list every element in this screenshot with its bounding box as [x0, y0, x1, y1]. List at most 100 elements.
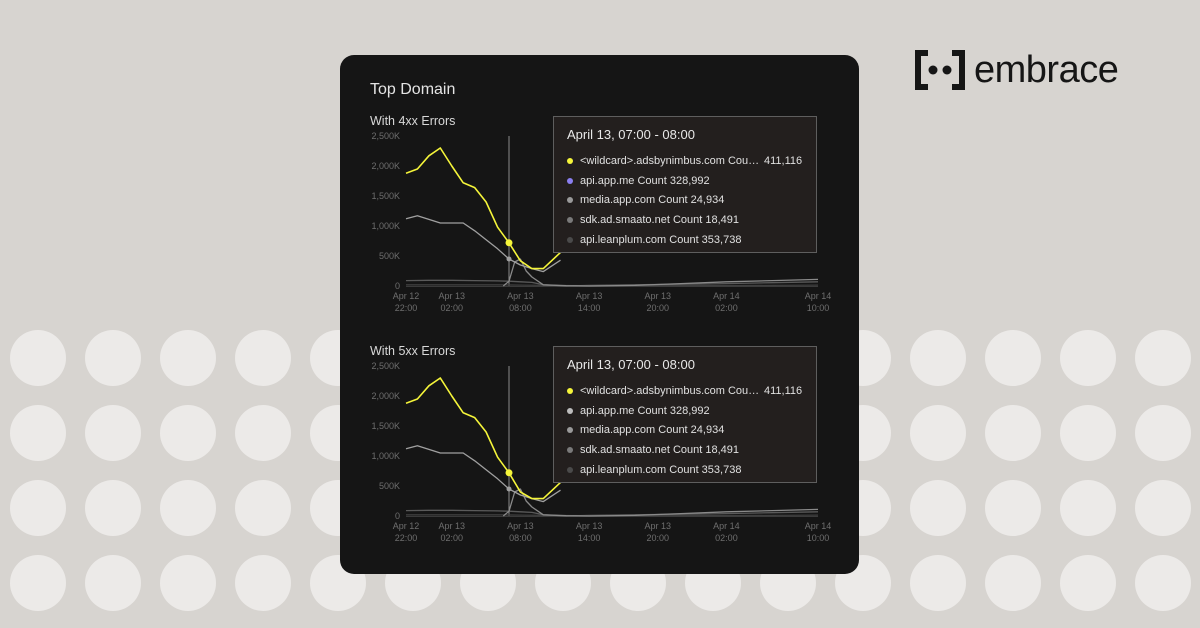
tooltip-title: April 13, 07:00 - 08:00	[567, 127, 695, 142]
background-dot	[1135, 405, 1191, 461]
y-tick-label: 0	[395, 511, 400, 521]
x-tick-label: 14:00	[578, 533, 601, 543]
series-color-dot	[567, 177, 573, 184]
panel-5xx-errors: 0 500K 1,000K 1,500K 2,000K 2,500K Apr 12 22:00…	[340, 343, 859, 553]
series-line	[502, 488, 819, 517]
chart-4xx-errors[interactable]: 0 500K 1,000K 1,500K 2,000K 2,500K Apr 12 22:00…	[340, 113, 859, 323]
x-tick-label: Apr 13	[576, 521, 603, 531]
y-tick-label: 0	[395, 281, 400, 291]
card-title: Top Domain	[370, 81, 456, 98]
tooltip-row-text: sdk.ad.smaato.net Count 18,491	[580, 214, 739, 227]
background-dot	[160, 330, 216, 386]
tooltip-row: media.app.com Count 24,934	[567, 191, 803, 211]
x-tick-label: Apr 14	[713, 291, 740, 301]
background-dot	[10, 480, 66, 536]
hover-point-marker	[506, 486, 512, 492]
x-tick-label: 02:00	[715, 533, 738, 543]
background-dot	[1060, 480, 1116, 536]
y-tick-label: 500K	[379, 251, 400, 261]
hover-point-marker	[505, 239, 513, 247]
chart-tooltip: April 13, 07:00 - 08:00 <wildcard>.adsby…	[553, 116, 817, 253]
x-tick-label: Apr 13	[507, 521, 534, 531]
x-tick-label: Apr 14	[805, 521, 832, 531]
tooltip-row-text: api.app.me Count 328,992	[580, 174, 710, 187]
background-dot	[1135, 330, 1191, 386]
tooltip-row-text: api.leanplum.com Count 353,738	[580, 464, 742, 477]
tooltip-row: sdk.ad.smaato.net Count 18,491	[567, 440, 803, 460]
series-color-dot	[567, 407, 573, 414]
top-domain-card: Top Domain 0 500K 1,000K 1,500K 2,000K 2,500K…	[340, 55, 859, 574]
y-tick-label: 500K	[379, 481, 400, 491]
x-tick-label: Apr 13	[645, 291, 672, 301]
y-tick-label: 2,500K	[371, 361, 400, 371]
tooltip-row: sdk.ad.smaato.net Count 18,491	[567, 210, 803, 230]
background-dot	[10, 555, 66, 611]
series-color-dot	[567, 447, 573, 454]
background-dot	[985, 555, 1041, 611]
x-tick-label: 02:00	[441, 533, 464, 543]
tooltip-row: api.leanplum.com Count 353,738	[567, 230, 803, 250]
series-color-dot	[567, 237, 573, 244]
y-tick-label: 1,000K	[371, 221, 400, 231]
y-tick-label: 2,000K	[371, 391, 400, 401]
series-line	[502, 258, 819, 287]
x-tick-label: Apr 13	[645, 521, 672, 531]
background-dot	[985, 405, 1041, 461]
chart-5xx-errors[interactable]: 0 500K 1,000K 1,500K 2,000K 2,500K Apr 12 22:00…	[340, 343, 859, 553]
background-dot	[910, 555, 966, 611]
y-tick-label: 1,500K	[371, 191, 400, 201]
tooltip-row: api.app.me Count 328,992	[567, 401, 803, 421]
background-dot	[910, 330, 966, 386]
tooltip-row-text: media.app.com Count 24,934	[580, 194, 725, 207]
background-dot	[85, 330, 141, 386]
panel-4xx-errors: 0 500K 1,000K 1,500K 2,000K 2,500K Apr 12 22:00…	[340, 113, 859, 323]
background-dot	[1135, 480, 1191, 536]
tooltip-row: media.app.com Count 24,934	[567, 421, 803, 441]
y-tick-label: 2,500K	[371, 131, 400, 141]
series-line	[405, 147, 562, 270]
tooltip-row-text: api.app.me Count 328,992	[580, 404, 710, 417]
background-dot	[1135, 555, 1191, 611]
tooltip-row-text: media.app.com Count 24,934	[580, 424, 725, 437]
tooltip-row: <wildcard>.adsbynimbus.com Count 411,116…	[567, 151, 803, 171]
background-dot	[235, 480, 291, 536]
brand-name: embrace	[974, 49, 1119, 91]
x-tick-label: 20:00	[647, 533, 670, 543]
x-tick-label: 02:00	[715, 303, 738, 313]
x-tick-label: Apr 13	[576, 291, 603, 301]
background-dot	[1060, 330, 1116, 386]
tooltip-row-count: 411,116	[764, 154, 803, 167]
chart-tooltip: April 13, 07:00 - 08:00 <wildcard>.adsby…	[553, 346, 817, 483]
tooltip-row: api.leanplum.com Count 353,738	[567, 460, 803, 480]
series-color-dot	[567, 197, 573, 204]
series-line	[405, 445, 561, 503]
hover-point-marker	[506, 256, 512, 262]
hover-point-marker	[505, 469, 513, 477]
x-tick-label: Apr 12	[393, 521, 420, 531]
tooltip-row: api.app.me Count 328,992	[567, 171, 803, 191]
background-dot	[160, 555, 216, 611]
background-dot	[85, 405, 141, 461]
x-tick-label: 08:00	[509, 303, 532, 313]
background-dot	[1060, 405, 1116, 461]
background-dot	[85, 480, 141, 536]
x-tick-label: 10:00	[807, 303, 830, 313]
x-tick-label: Apr 14	[713, 521, 740, 531]
background-dot	[985, 480, 1041, 536]
tooltip-row-text: <wildcard>.adsbynimbus.com Count 411,116	[580, 154, 760, 167]
series-line	[405, 215, 561, 273]
x-tick-label: Apr 13	[439, 291, 466, 301]
background-dot	[910, 405, 966, 461]
y-tick-label: 1,500K	[371, 421, 400, 431]
tooltip-row-text: <wildcard>.adsbynimbus.com Count 411,116	[580, 384, 760, 397]
tooltip-row: <wildcard>.adsbynimbus.com Count 411,116…	[567, 381, 803, 401]
background-dot	[85, 555, 141, 611]
background-dot	[910, 480, 966, 536]
series-color-dot	[567, 467, 573, 474]
tooltip-title: April 13, 07:00 - 08:00	[567, 357, 695, 372]
background-dot	[10, 405, 66, 461]
tooltip-row-count: 411,116	[764, 384, 803, 397]
panel-label: With 5xx Errors	[370, 344, 456, 358]
embrace-bracket-logo-icon	[915, 50, 965, 90]
series-color-dot	[567, 157, 573, 164]
